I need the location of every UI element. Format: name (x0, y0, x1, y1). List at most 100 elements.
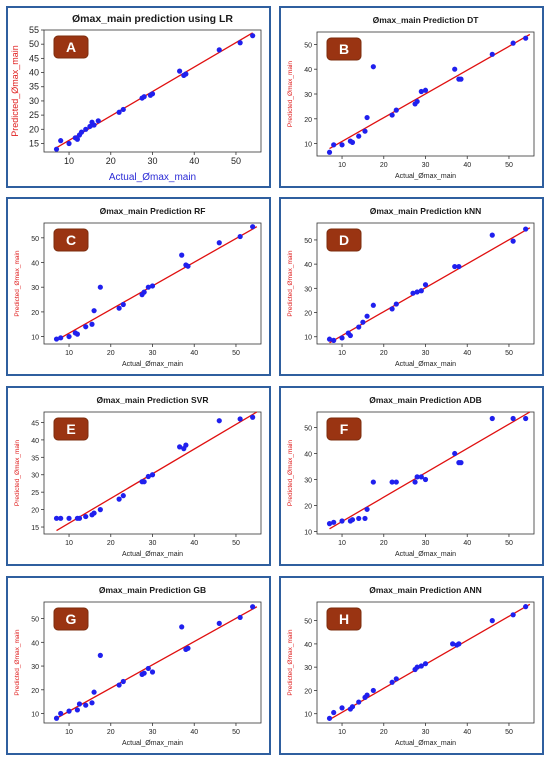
scatter-plot-a: Ømax_main prediction using LR 10 20 30 40 50 1… (10, 13, 262, 183)
data-point (364, 114, 370, 121)
x-axis-label: Actual_Ømax_main (109, 172, 196, 183)
y-tick-label: 10 (304, 529, 312, 536)
y-tick-label: 50 (31, 236, 39, 243)
y-tick-label: 20 (304, 117, 312, 124)
data-point (489, 51, 495, 57)
data-point (393, 479, 399, 485)
data-point (339, 518, 345, 524)
data-point (458, 460, 464, 466)
x-tick-label: 40 (190, 350, 198, 357)
chart-panel-h: Ømax_main Prediction ANN 10 20 30 40 50 10 20 30… (279, 576, 544, 755)
data-point (149, 669, 156, 675)
panel-badge-label: E (66, 421, 75, 437)
x-axis-label: Actual_Ømax_main (122, 361, 183, 368)
data-point (250, 414, 256, 420)
y-tick-label: 35 (31, 455, 39, 462)
data-point (339, 335, 345, 341)
data-point (149, 283, 156, 289)
data-point (250, 604, 256, 610)
data-point (250, 224, 256, 230)
data-point (216, 418, 222, 424)
data-point (237, 614, 243, 621)
data-point (510, 415, 516, 422)
data-point (393, 676, 399, 682)
data-point (116, 496, 122, 502)
y-tick-label: 30 (304, 92, 312, 99)
chart-panel-d: Ømax_main Prediction kNN 10 20 30 40 50 10 20 30… (279, 197, 544, 376)
chart-title: Ømax_main Prediction GB (99, 585, 206, 595)
data-point (91, 510, 97, 516)
data-point (414, 98, 420, 105)
data-point (364, 692, 370, 698)
y-tick-label: 40 (31, 261, 39, 268)
data-point (120, 301, 126, 308)
y-tick-label: 15 (31, 525, 39, 532)
panel-badge (326, 417, 362, 441)
data-point (356, 515, 362, 522)
x-tick-label: 20 (380, 162, 388, 169)
data-point (349, 139, 356, 145)
y-tick-label: 20 (31, 310, 39, 317)
data-point (339, 142, 345, 148)
x-tick-label: 10 (338, 162, 346, 169)
data-point (89, 700, 95, 706)
data-point (141, 670, 147, 676)
data-point (450, 641, 456, 647)
data-point (418, 474, 424, 480)
x-tick-label: 10 (338, 729, 346, 736)
panel-badge (326, 37, 362, 61)
data-point (250, 33, 256, 39)
y-axis-label: Predicted_Ømax_main (14, 629, 21, 695)
y-axis-label: Predicted_Ømax_main (287, 629, 294, 695)
y-tick-label: 40 (304, 262, 312, 269)
y-tick-label: 30 (304, 477, 312, 484)
data-point (489, 618, 495, 624)
data-point (83, 513, 89, 520)
data-point (97, 652, 103, 658)
data-point (66, 140, 72, 147)
data-point (149, 472, 156, 478)
y-tick-label: 40 (31, 640, 39, 647)
data-point (422, 87, 429, 93)
data-point (66, 515, 72, 521)
data-point (452, 263, 458, 270)
data-point (177, 68, 183, 74)
data-point (183, 71, 189, 77)
data-point (458, 76, 464, 82)
chart-title: Ømax_main Prediction DT (373, 15, 480, 25)
data-point (356, 133, 362, 139)
x-tick-label: 10 (338, 540, 346, 547)
data-point (422, 476, 429, 483)
fit-line (329, 411, 531, 530)
data-point (83, 324, 89, 330)
scatter-plot-h: Ømax_main Prediction ANN 10 20 30 40 50 10 20 30… (287, 585, 535, 747)
x-tick-label: 10 (65, 540, 73, 547)
data-point (331, 142, 337, 148)
data-point (510, 40, 516, 46)
fit-line (329, 603, 531, 721)
data-point (331, 337, 337, 343)
x-tick-label: 40 (463, 729, 471, 736)
chart-title: Ømax_main Prediction SVR (97, 395, 209, 405)
data-point (53, 715, 60, 721)
data-point (66, 333, 72, 340)
data-point (414, 664, 420, 670)
scatter-plot-d: Ømax_main Prediction kNN 10 20 30 40 50 10 20 30… (287, 206, 535, 368)
y-tick-label: 50 (304, 619, 312, 626)
x-tick-label: 40 (190, 729, 198, 736)
fit-line (56, 411, 258, 532)
panel-badge-label: A (66, 39, 76, 55)
data-point (74, 331, 80, 337)
x-tick-label: 40 (189, 156, 199, 166)
data-point (418, 88, 424, 95)
y-tick-label: 10 (304, 142, 312, 149)
chart-title: Ømax_main prediction using LR (72, 13, 233, 25)
panel-badge (53, 607, 89, 631)
data-point (141, 479, 147, 485)
data-point (216, 47, 222, 53)
data-point (414, 474, 420, 480)
data-point (523, 226, 529, 232)
data-point (414, 289, 420, 295)
data-point (76, 701, 83, 707)
data-point (145, 284, 151, 290)
